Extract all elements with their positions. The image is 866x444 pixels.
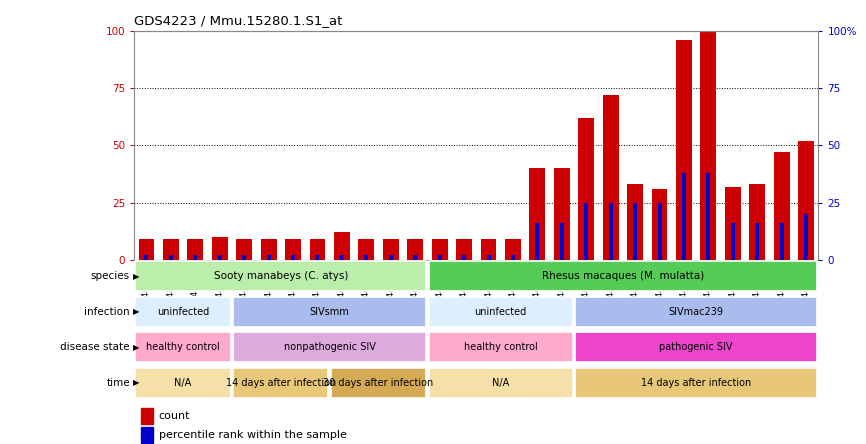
Bar	[676, 40, 692, 260]
Text: GDS4223 / Mmu.15280.1.S1_at: GDS4223 / Mmu.15280.1.S1_at	[134, 14, 343, 27]
Bar	[462, 255, 466, 260]
Bar	[285, 239, 301, 260]
Bar	[233, 368, 328, 398]
Bar	[505, 239, 520, 260]
Bar	[798, 141, 814, 260]
Bar	[169, 255, 173, 260]
Bar	[139, 239, 154, 260]
Bar	[779, 223, 784, 260]
Text: uninfected: uninfected	[475, 307, 527, 317]
Bar	[651, 189, 668, 260]
Bar	[575, 333, 818, 362]
Bar	[535, 223, 540, 260]
Bar	[267, 255, 270, 260]
Text: Sooty manabeys (C. atys): Sooty manabeys (C. atys)	[214, 271, 348, 281]
Bar	[212, 237, 228, 260]
Bar	[432, 239, 448, 260]
Text: disease state: disease state	[61, 342, 130, 353]
Bar	[389, 255, 393, 260]
Bar	[578, 118, 594, 260]
Bar	[334, 232, 350, 260]
Text: healthy control: healthy control	[464, 342, 538, 353]
Text: infection: infection	[84, 307, 130, 317]
Text: N/A: N/A	[492, 378, 509, 388]
Bar	[135, 262, 426, 291]
Bar	[135, 297, 230, 327]
Text: time: time	[107, 378, 130, 388]
Text: ▶: ▶	[132, 378, 139, 388]
Bar	[529, 168, 546, 260]
Bar	[559, 223, 564, 260]
Bar	[163, 239, 178, 260]
Bar	[383, 239, 398, 260]
Bar	[585, 202, 588, 260]
Bar	[805, 214, 808, 260]
Bar	[456, 239, 472, 260]
Bar	[135, 368, 230, 398]
Bar	[242, 255, 246, 260]
Bar	[217, 255, 222, 260]
Text: 14 days after infection: 14 days after infection	[226, 378, 336, 388]
Bar	[291, 255, 295, 260]
Text: SIVmac239: SIVmac239	[669, 307, 724, 317]
Bar	[413, 255, 417, 260]
Bar	[135, 333, 230, 362]
Text: count: count	[158, 411, 191, 421]
Bar	[407, 239, 423, 260]
Bar	[429, 297, 572, 327]
Bar	[603, 95, 618, 260]
Text: 30 days after infection: 30 days after infection	[323, 378, 434, 388]
Text: N/A: N/A	[174, 378, 191, 388]
Bar	[145, 255, 148, 260]
Bar	[331, 368, 426, 398]
Text: species: species	[91, 271, 130, 281]
Bar	[731, 223, 735, 260]
Bar	[429, 333, 572, 362]
Bar	[627, 184, 643, 260]
Bar	[261, 239, 276, 260]
Bar	[554, 168, 570, 260]
Bar	[575, 368, 818, 398]
Bar	[609, 202, 612, 260]
Bar	[511, 255, 515, 260]
Text: pathogenic SIV: pathogenic SIV	[659, 342, 733, 353]
Bar	[481, 239, 496, 260]
Bar	[429, 368, 572, 398]
Bar	[233, 333, 426, 362]
Text: ▶: ▶	[132, 307, 139, 317]
Bar	[707, 173, 710, 260]
Text: percentile rank within the sample: percentile rank within the sample	[158, 430, 346, 440]
Bar	[725, 186, 740, 260]
Bar	[141, 408, 153, 424]
Bar	[429, 262, 818, 291]
Bar	[487, 255, 490, 260]
Text: ▶: ▶	[132, 343, 139, 352]
Text: ▶: ▶	[132, 272, 139, 281]
Bar	[187, 239, 204, 260]
Text: 14 days after infection: 14 days after infection	[641, 378, 752, 388]
Bar	[233, 297, 426, 327]
Bar	[682, 173, 686, 260]
Bar	[633, 202, 637, 260]
Text: healthy control: healthy control	[146, 342, 220, 353]
Bar	[755, 223, 759, 260]
Bar	[309, 239, 326, 260]
Text: uninfected: uninfected	[157, 307, 210, 317]
Bar	[340, 255, 344, 260]
Bar	[141, 427, 153, 443]
Bar	[437, 255, 442, 260]
Bar	[236, 239, 252, 260]
Text: nonpathogenic SIV: nonpathogenic SIV	[284, 342, 376, 353]
Text: Rhesus macaques (M. mulatta): Rhesus macaques (M. mulatta)	[542, 271, 704, 281]
Bar	[575, 297, 818, 327]
Bar	[365, 255, 368, 260]
Bar	[749, 184, 766, 260]
Bar	[193, 255, 197, 260]
Bar	[701, 31, 716, 260]
Text: SIVsmm: SIVsmm	[310, 307, 350, 317]
Bar	[315, 255, 320, 260]
Bar	[359, 239, 374, 260]
Bar	[657, 202, 662, 260]
Bar	[774, 152, 790, 260]
